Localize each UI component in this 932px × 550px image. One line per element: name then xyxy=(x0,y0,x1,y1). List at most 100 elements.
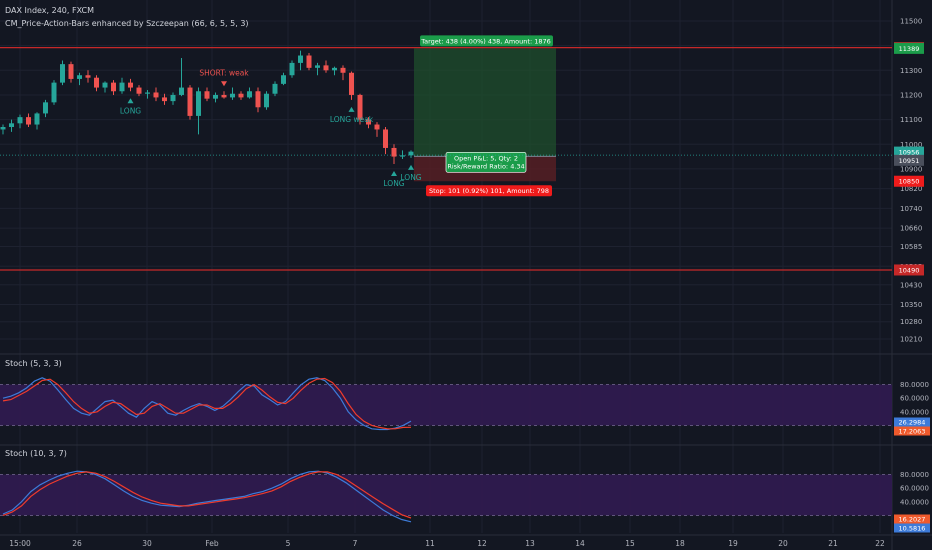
time-tick-label: 20 xyxy=(778,539,788,548)
time-tick-label: 22 xyxy=(875,539,885,548)
candle xyxy=(94,75,99,92)
time-tick-label: Feb xyxy=(205,539,219,548)
stoch-d-line xyxy=(2,471,412,519)
candle-body xyxy=(400,155,405,157)
stoch-tick-label: 60.0000 xyxy=(900,485,929,493)
candle xyxy=(102,81,108,93)
time-tick-label: 21 xyxy=(828,539,838,548)
price-badge xyxy=(894,175,924,187)
stoch-value-badge xyxy=(894,523,930,533)
candle xyxy=(366,117,371,129)
candle-body xyxy=(306,55,312,68)
time-tick-label: 11 xyxy=(425,539,435,548)
price-tick-label: 10660 xyxy=(900,225,922,233)
candle xyxy=(298,50,303,71)
stoch-1-title: Stoch (5, 3, 3) xyxy=(5,359,62,368)
candle xyxy=(332,66,337,76)
time-tick-label: 14 xyxy=(575,539,585,548)
candle xyxy=(85,70,91,83)
candle xyxy=(204,87,210,102)
price-badge xyxy=(894,146,924,158)
candles xyxy=(0,50,414,164)
candle-body xyxy=(221,94,227,98)
candle-body xyxy=(315,65,320,68)
candle xyxy=(349,71,354,100)
candle-body xyxy=(323,65,329,71)
candle xyxy=(145,90,150,99)
candle-body xyxy=(170,94,176,102)
candle-body xyxy=(179,87,184,95)
candle xyxy=(17,114,23,129)
stoch-value-label: 17.2063 xyxy=(899,428,926,436)
price-axis: 1150011400113001120011100110001090010820… xyxy=(894,18,930,533)
candle-body xyxy=(391,147,397,157)
candle xyxy=(34,112,40,130)
long-arrow-icon xyxy=(391,170,397,176)
candle-body xyxy=(102,82,108,88)
candle-body xyxy=(94,77,99,88)
candle xyxy=(272,81,278,97)
candle xyxy=(408,150,414,158)
time-tick-label: 5 xyxy=(286,539,291,548)
stop-label: Stop: 101 (0.92%) 101, Amount: 798 xyxy=(429,187,549,195)
candle-body xyxy=(272,83,278,94)
indicator-title: CM_Price-Action-Bars enhanced by Szczeep… xyxy=(5,19,249,28)
time-tick-label: 26 xyxy=(72,539,82,548)
price-tick-label: 11200 xyxy=(900,91,922,99)
short-arrow-icon xyxy=(221,81,227,87)
candle-body xyxy=(136,87,142,94)
price-tick-label: 10585 xyxy=(900,243,922,251)
stoch-band-fill xyxy=(0,474,892,516)
long-arrow-icon xyxy=(127,98,134,104)
stoch-tick-label: 80.0000 xyxy=(900,381,929,389)
signal-label: LONG xyxy=(383,179,404,188)
stoch-value-badge xyxy=(894,417,930,427)
level-badge xyxy=(894,264,924,276)
price-badge xyxy=(894,154,924,166)
risk-reward-label: Risk/Reward Ratio: 4.34 xyxy=(447,162,524,170)
candle-body xyxy=(9,123,14,127)
candle-body xyxy=(238,93,244,98)
candle-body xyxy=(349,72,354,95)
candle-body xyxy=(408,151,414,156)
stoch-tick-label: 80.0000 xyxy=(900,471,929,479)
stoch-d-line xyxy=(2,377,412,430)
price-tick-label: 11500 xyxy=(900,18,922,26)
stoch-value-badge xyxy=(894,514,930,524)
signal-short: SHORT: weak xyxy=(199,68,249,87)
candle xyxy=(391,144,397,164)
candle-body xyxy=(119,82,125,92)
candle xyxy=(153,87,159,102)
candle-body xyxy=(264,93,269,108)
stoch-2-title: Stoch (10, 3, 7) xyxy=(5,449,67,458)
candle xyxy=(196,87,201,135)
candle xyxy=(221,91,227,99)
time-tick-label: 12 xyxy=(477,539,487,548)
candle-body xyxy=(196,91,201,116)
pnl-label: Open P&L: 5, Qty: 2 xyxy=(454,154,518,162)
candle xyxy=(400,150,405,160)
candle xyxy=(264,91,269,110)
pnl-box xyxy=(445,151,527,173)
candle xyxy=(170,92,176,105)
candle-body xyxy=(0,127,6,130)
signal-label: LONG xyxy=(120,106,141,115)
stoch-tick-label: 40.0000 xyxy=(900,408,929,416)
candle-body xyxy=(366,119,371,125)
price-tick-label: 11100 xyxy=(900,116,922,124)
candle-body xyxy=(153,92,159,98)
candle-body xyxy=(68,64,74,79)
price-tick-label: 11300 xyxy=(900,67,922,75)
candle-body xyxy=(128,82,133,88)
price-badge xyxy=(894,42,924,54)
signal-label: LONG weak xyxy=(330,115,374,124)
price-tick-label: 10210 xyxy=(900,336,922,344)
stochastic-panels xyxy=(0,377,892,523)
candle xyxy=(315,62,320,76)
signal-label: SHORT: weak xyxy=(199,68,249,77)
candle xyxy=(230,87,235,100)
candle xyxy=(0,124,6,135)
price-badge-label: 10850 xyxy=(899,178,920,186)
candle xyxy=(383,127,388,155)
